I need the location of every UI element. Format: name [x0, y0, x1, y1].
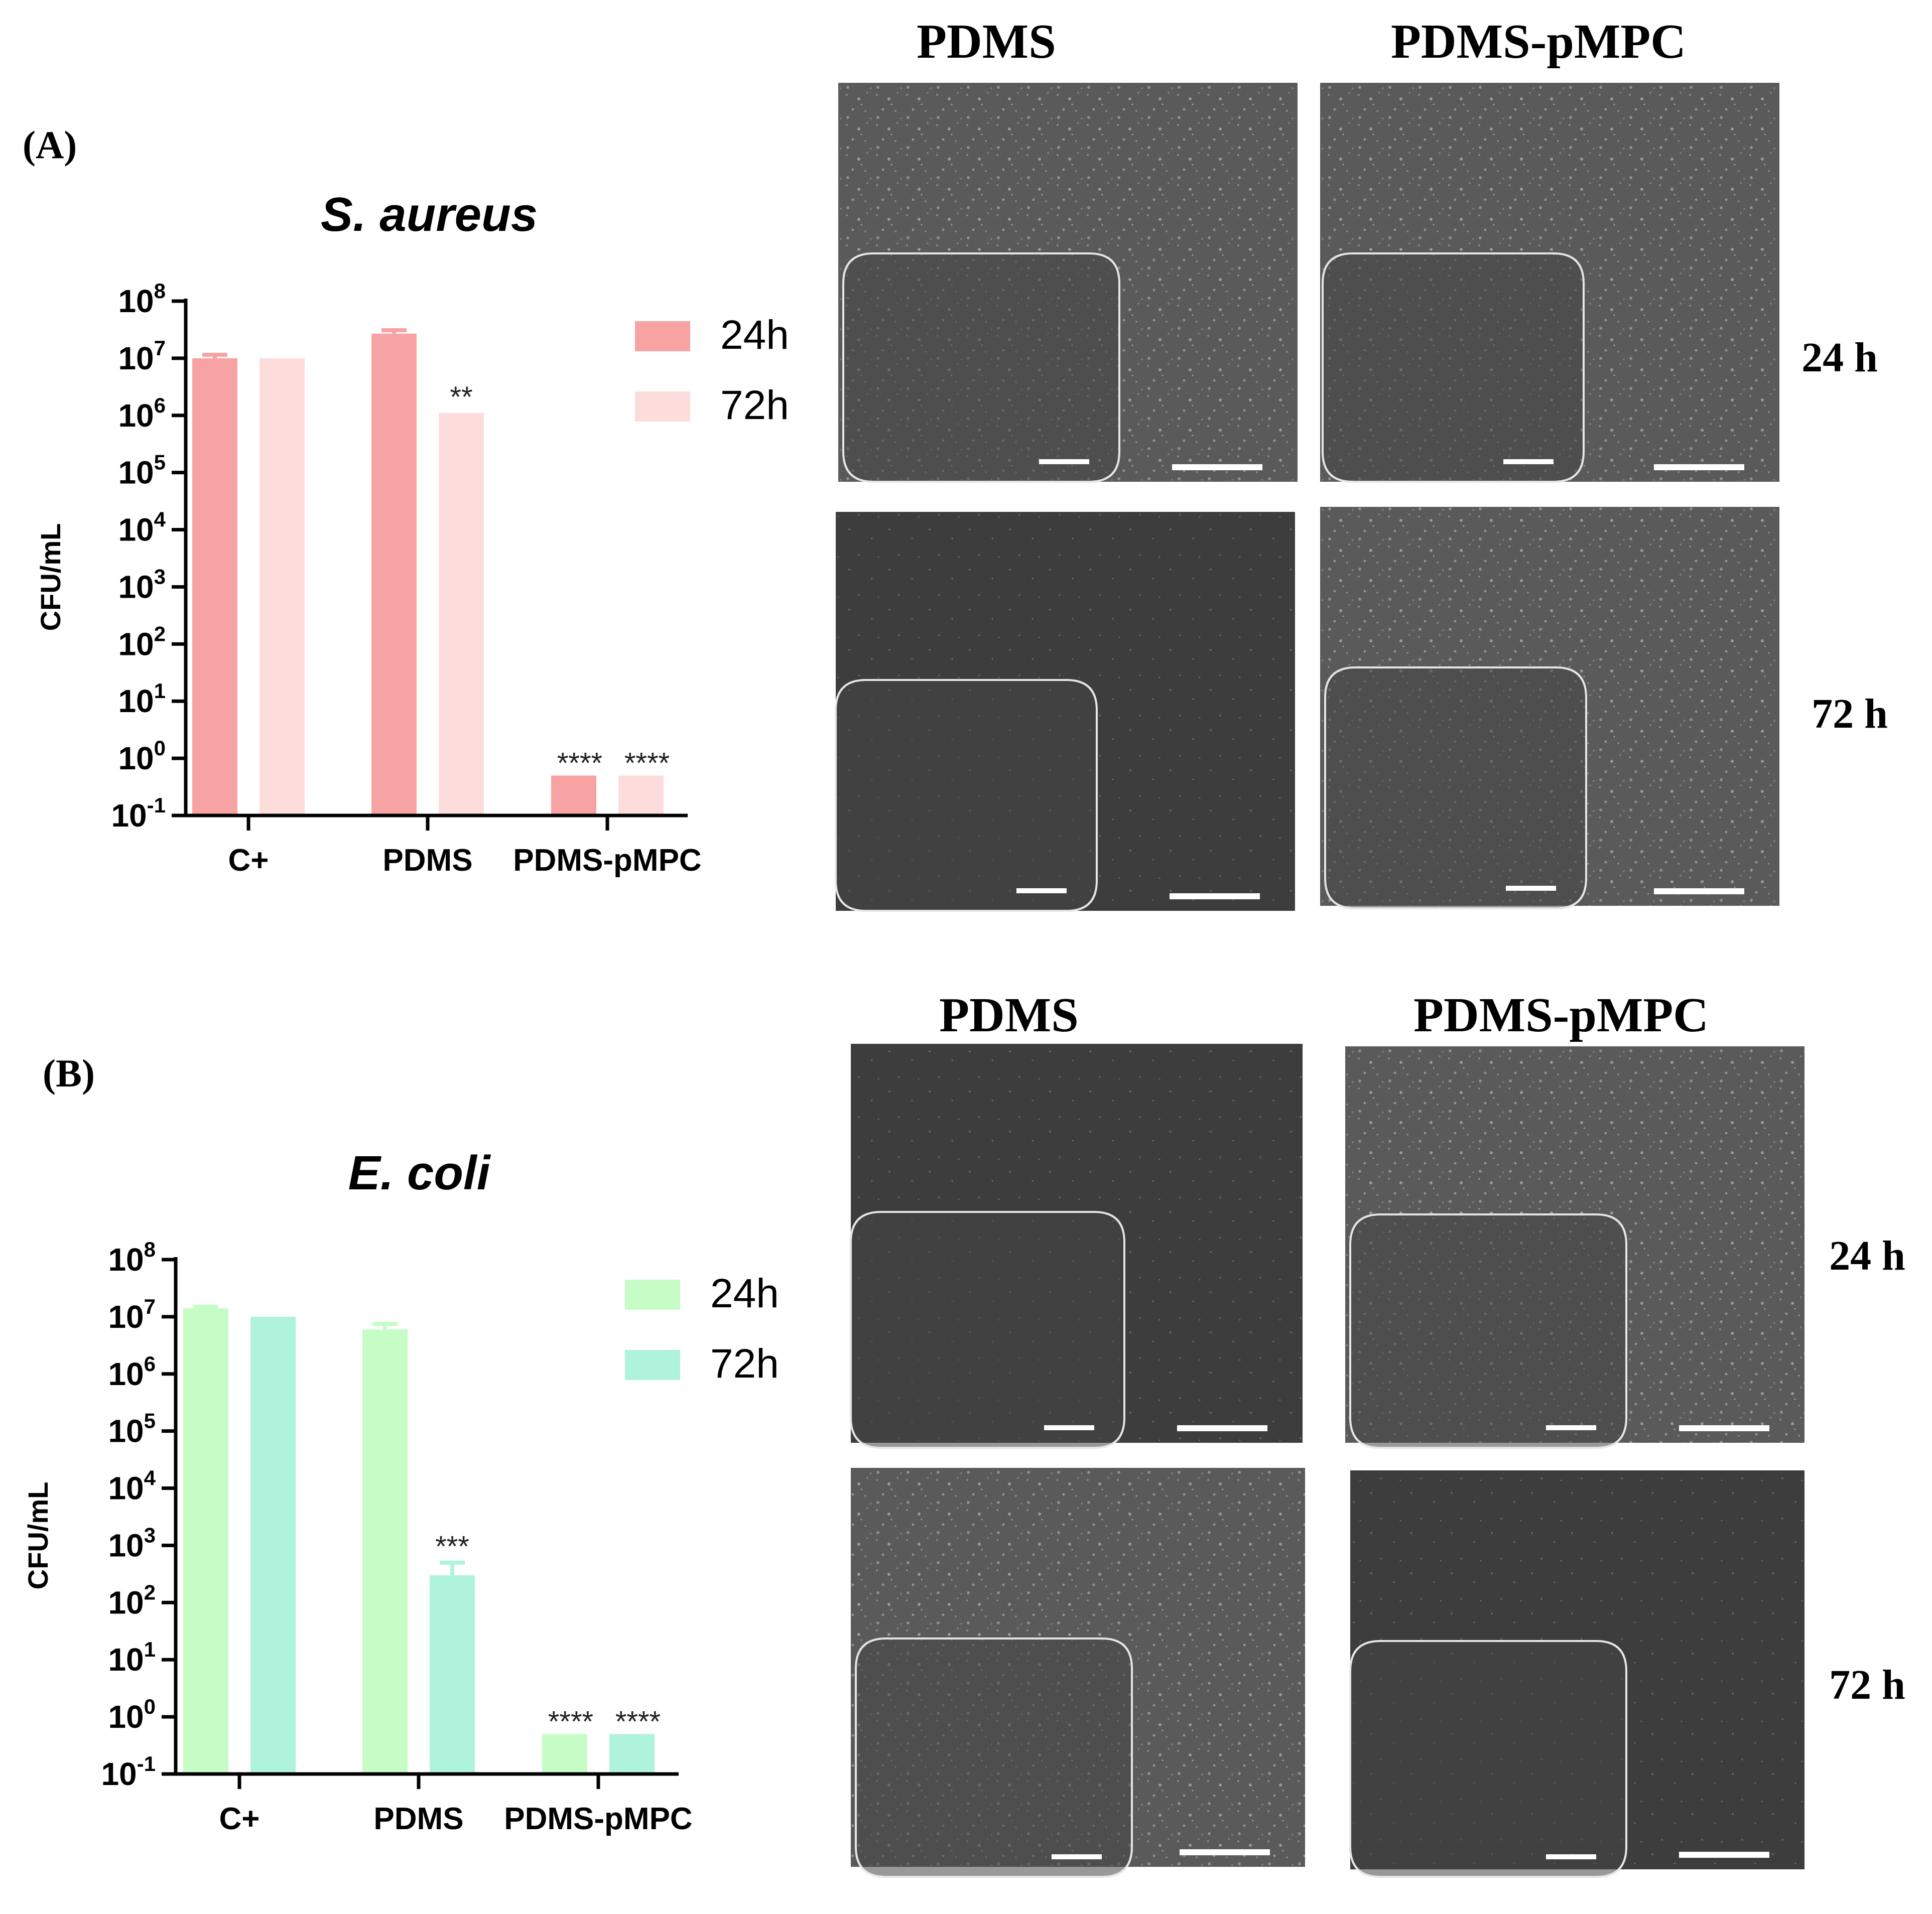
sem-inset — [850, 1211, 1125, 1449]
legend-swatch — [625, 1280, 680, 1310]
bar — [430, 1575, 475, 1774]
y-tick-label: 103 — [108, 1523, 156, 1563]
micrograph-row-label: 72 h — [1812, 691, 1888, 737]
significance-label: ** — [450, 381, 472, 414]
chart-s-aureus: (A)S. aureusCFU/mL**********108107106105… — [23, 123, 789, 878]
scale-bar — [1172, 464, 1262, 470]
x-tick-label: C+ — [228, 843, 269, 878]
scale-bar — [1180, 1849, 1270, 1855]
sem-inset — [1322, 252, 1585, 483]
inset-scale-bar — [1503, 459, 1554, 464]
micrographs-s-aureus: PDMS PDMS-pMPC 24 h 72 h — [835, 15, 1888, 912]
y-tick-label: 101 — [118, 679, 166, 719]
bar — [183, 1308, 228, 1774]
legend-label: 72h — [720, 382, 789, 428]
micrograph-row-label: 72 h — [1829, 1662, 1905, 1708]
y-tick-label: 106 — [118, 393, 166, 434]
micrograph-column-label: PDMS-pMPC — [1413, 988, 1709, 1042]
y-tick-label: 106 — [108, 1352, 156, 1392]
significance-label: **** — [548, 1705, 593, 1738]
bar — [250, 1316, 296, 1774]
y-tick-label: 102 — [108, 1580, 156, 1620]
legend-swatch — [635, 321, 690, 351]
y-tick-label: 10-1 — [111, 793, 166, 834]
bar — [371, 333, 417, 815]
legend-label: 24h — [720, 312, 789, 358]
x-tick-label: PDMS-pMPC — [504, 1802, 692, 1836]
sem-inset — [1324, 666, 1587, 909]
y-tick-label: 105 — [108, 1409, 156, 1449]
micrograph-column-label: PDMS-pMPC — [1391, 15, 1686, 69]
micrograph-column-label: PDMS — [917, 15, 1056, 69]
legend-swatch — [635, 391, 690, 422]
micrographs-e-coli: PDMS PDMS-pMPC 24 h 72 h — [850, 988, 1905, 1878]
inset-scale-bar — [1039, 459, 1089, 464]
y-tick-label: 103 — [118, 565, 166, 605]
sem-inset — [855, 1637, 1133, 1878]
panel-label: (B) — [43, 1051, 95, 1095]
inset-scale-bar — [1546, 1854, 1596, 1859]
scale-bar — [1177, 1425, 1267, 1431]
x-tick-label: PDMS — [382, 843, 472, 878]
x-tick-label: C+ — [219, 1802, 260, 1836]
bar — [609, 1734, 655, 1774]
inset-scale-bar — [1044, 1425, 1094, 1430]
chart-title: S. aureus — [321, 188, 538, 241]
legend-label: 72h — [710, 1341, 779, 1387]
significance-label: **** — [557, 747, 602, 779]
bar — [260, 358, 305, 815]
y-tick-label: 100 — [108, 1695, 156, 1735]
chart-title: E. coli — [348, 1146, 491, 1200]
bar — [362, 1329, 408, 1774]
micrograph-column-label: PDMS — [939, 988, 1079, 1042]
bar — [551, 775, 596, 815]
legend-label: 24h — [710, 1271, 779, 1316]
y-tick-label: 101 — [108, 1637, 156, 1678]
y-tick-label: 10-1 — [101, 1752, 156, 1792]
significance-label: **** — [615, 1705, 661, 1738]
y-tick-label: 100 — [118, 736, 166, 776]
scale-bar — [1654, 464, 1744, 470]
sem-inset — [1349, 1640, 1627, 1878]
inset-scale-bar — [1016, 888, 1067, 893]
micrograph-row-label: 24 h — [1829, 1233, 1905, 1279]
y-tick-label: 102 — [118, 622, 166, 662]
y-tick-label: 107 — [108, 1295, 156, 1335]
x-tick-label: PDMS — [373, 1802, 463, 1836]
panel-label: (A) — [23, 123, 77, 167]
sem-inset — [842, 252, 1120, 483]
y-tick-label: 104 — [118, 508, 166, 548]
chart-e-coli: (B)E. coliCFU/mL***********1081071061051… — [22, 1051, 779, 1836]
x-tick-label: PDMS-pMPC — [513, 843, 701, 878]
significance-label: **** — [624, 747, 670, 779]
sem-inset — [835, 679, 1098, 912]
y-axis-label: CFU/mL — [35, 523, 66, 631]
y-axis-label: CFU/mL — [22, 1482, 54, 1590]
bar — [439, 413, 484, 815]
scale-bar — [1679, 1852, 1769, 1858]
bar — [618, 775, 664, 815]
bar — [542, 1734, 587, 1774]
micrograph-row-label: 24 h — [1801, 334, 1878, 381]
significance-label: *** — [435, 1531, 469, 1563]
inset-scale-bar — [1052, 1854, 1102, 1859]
scale-bar — [1679, 1425, 1769, 1431]
sem-inset — [1349, 1213, 1627, 1449]
y-tick-label: 107 — [118, 336, 166, 376]
scale-bar — [1170, 893, 1260, 899]
y-tick-label: 108 — [118, 279, 166, 319]
inset-scale-bar — [1546, 1425, 1596, 1430]
y-tick-label: 105 — [118, 451, 166, 491]
inset-scale-bar — [1506, 886, 1556, 891]
y-tick-label: 104 — [108, 1466, 156, 1507]
bar — [192, 358, 237, 815]
y-tick-label: 108 — [108, 1238, 156, 1278]
legend-swatch — [625, 1350, 680, 1380]
scale-bar — [1654, 888, 1744, 894]
